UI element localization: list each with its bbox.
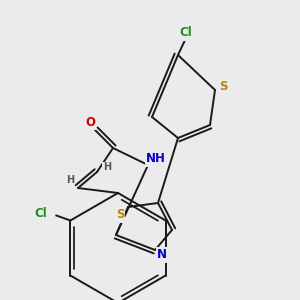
Text: Cl: Cl	[34, 207, 47, 220]
Text: NH: NH	[146, 152, 166, 166]
Text: H: H	[66, 175, 74, 185]
Text: H: H	[103, 162, 111, 172]
Text: N: N	[157, 248, 167, 262]
Text: Cl: Cl	[180, 26, 192, 40]
Text: S: S	[116, 208, 124, 221]
Text: O: O	[85, 116, 95, 128]
Text: S: S	[219, 80, 227, 92]
